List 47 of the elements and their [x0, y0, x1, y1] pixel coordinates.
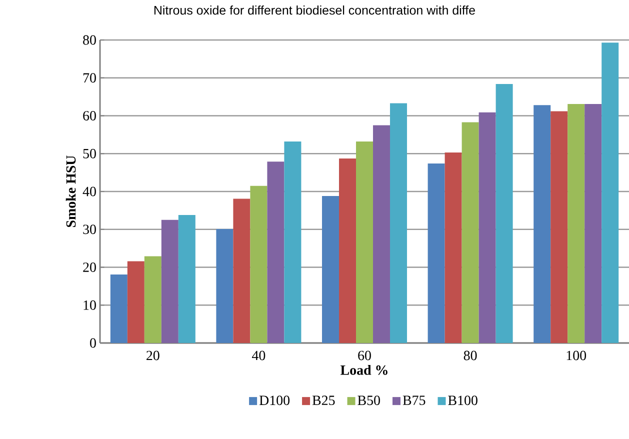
- y-tick-label: 70: [83, 73, 96, 83]
- bar: [356, 142, 374, 343]
- y-tick-label: 30: [83, 224, 96, 234]
- bar: [267, 162, 284, 343]
- x-tick-label: 60: [358, 350, 371, 360]
- x-tick-label: 40: [252, 350, 266, 360]
- bar: [216, 229, 234, 343]
- bar: [161, 220, 178, 343]
- legend-label: B50: [358, 396, 380, 406]
- y-tick-label: 60: [83, 111, 96, 120]
- x-tick-label: 100: [566, 350, 586, 360]
- y-tick-label: 0: [90, 338, 96, 348]
- bar: [496, 84, 513, 343]
- bar: [602, 42, 619, 343]
- bar: [534, 105, 551, 343]
- y-tick-label: 80: [83, 35, 96, 45]
- bar: [284, 142, 302, 343]
- y-tick-label: 20: [83, 262, 96, 272]
- bar: [390, 103, 408, 343]
- chart-title: Nitrous oxide for different biodiesel concentration with diffe: [154, 6, 475, 15]
- bar: [233, 198, 250, 343]
- bar: [250, 186, 268, 343]
- y-tick-label: 50: [83, 148, 96, 158]
- legend-label: B25: [312, 396, 335, 406]
- bar: [110, 274, 128, 343]
- bar: [478, 112, 496, 343]
- legend-label: B100: [448, 396, 478, 406]
- y-tick-label: 40: [82, 186, 96, 196]
- bar: [144, 256, 162, 343]
- bar: [373, 125, 390, 343]
- bar: [127, 261, 144, 343]
- bar: [584, 104, 602, 343]
- y-tick-label: 10: [84, 300, 96, 310]
- bar: [322, 196, 340, 343]
- legend-label: B75: [402, 396, 426, 406]
- bar: [462, 122, 479, 343]
- bar: [178, 214, 196, 343]
- x-axis-title: Load %: [340, 365, 388, 375]
- bar: [550, 111, 568, 343]
- bar: [444, 152, 462, 343]
- y-axis-title: Smoke HSU: [66, 156, 76, 227]
- bar: [428, 163, 445, 343]
- bar: [339, 158, 356, 343]
- x-tick-label: 80: [464, 350, 477, 360]
- x-tick-label: 20: [146, 350, 160, 360]
- bar: [568, 104, 585, 343]
- legend-label: D100: [259, 396, 290, 406]
